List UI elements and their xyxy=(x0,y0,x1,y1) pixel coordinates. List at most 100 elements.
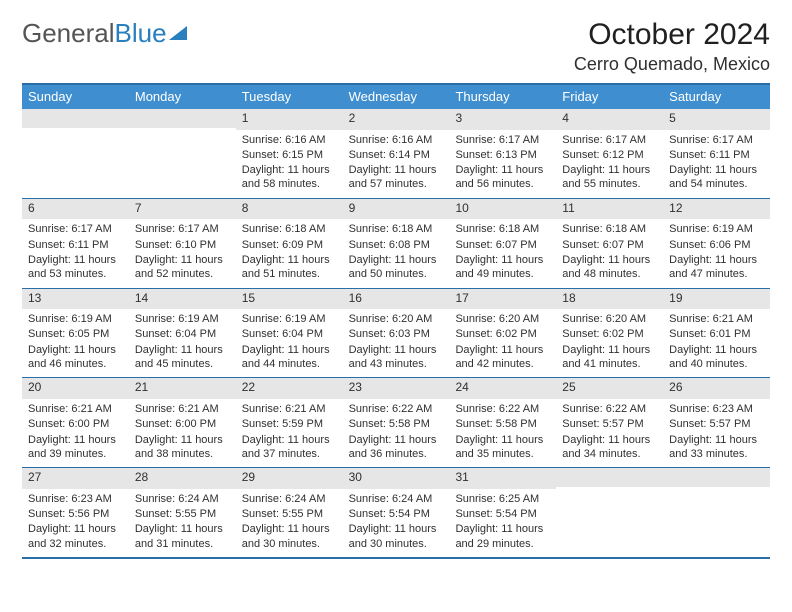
sunset-text: Sunset: 6:04 PM xyxy=(242,327,337,341)
day-cell: 7Sunrise: 6:17 AMSunset: 6:10 PMDaylight… xyxy=(129,199,236,288)
day-number: 6 xyxy=(22,199,129,220)
day-cell: 16Sunrise: 6:20 AMSunset: 6:03 PMDayligh… xyxy=(343,289,450,378)
day-number: 25 xyxy=(556,378,663,399)
day-number: 5 xyxy=(663,109,770,130)
day-number: 27 xyxy=(22,468,129,489)
day-cell: 5Sunrise: 6:17 AMSunset: 6:11 PMDaylight… xyxy=(663,109,770,198)
day-body: Sunrise: 6:23 AMSunset: 5:57 PMDaylight:… xyxy=(663,399,770,467)
daylight-text: Daylight: 11 hours and 55 minutes. xyxy=(562,163,657,192)
day-number: 15 xyxy=(236,289,343,310)
daylight-text: Daylight: 11 hours and 36 minutes. xyxy=(349,433,444,462)
daylight-text: Daylight: 11 hours and 30 minutes. xyxy=(242,522,337,551)
logo-sail-icon xyxy=(169,26,187,40)
sunrise-text: Sunrise: 6:18 AM xyxy=(562,222,657,236)
sunrise-text: Sunrise: 6:23 AM xyxy=(28,492,123,506)
week-row: 13Sunrise: 6:19 AMSunset: 6:05 PMDayligh… xyxy=(22,289,770,379)
week-row: 1Sunrise: 6:16 AMSunset: 6:15 PMDaylight… xyxy=(22,109,770,199)
sunset-text: Sunset: 6:10 PM xyxy=(135,238,230,252)
weekday-header: Sunday xyxy=(22,85,129,109)
day-body: Sunrise: 6:19 AMSunset: 6:06 PMDaylight:… xyxy=(663,219,770,287)
sunrise-text: Sunrise: 6:20 AM xyxy=(349,312,444,326)
day-number: 8 xyxy=(236,199,343,220)
day-body: Sunrise: 6:20 AMSunset: 6:03 PMDaylight:… xyxy=(343,309,450,377)
day-number: 1 xyxy=(236,109,343,130)
logo: GeneralBlue xyxy=(22,18,187,49)
sunset-text: Sunset: 6:13 PM xyxy=(455,148,550,162)
daylight-text: Daylight: 11 hours and 31 minutes. xyxy=(135,522,230,551)
day-body: Sunrise: 6:16 AMSunset: 6:14 PMDaylight:… xyxy=(343,130,450,198)
day-cell: 10Sunrise: 6:18 AMSunset: 6:07 PMDayligh… xyxy=(449,199,556,288)
day-number: 9 xyxy=(343,199,450,220)
day-number: 4 xyxy=(556,109,663,130)
daylight-text: Daylight: 11 hours and 53 minutes. xyxy=(28,253,123,282)
sunrise-text: Sunrise: 6:21 AM xyxy=(669,312,764,326)
day-cell: 6Sunrise: 6:17 AMSunset: 6:11 PMDaylight… xyxy=(22,199,129,288)
daylight-text: Daylight: 11 hours and 58 minutes. xyxy=(242,163,337,192)
day-body: Sunrise: 6:19 AMSunset: 6:05 PMDaylight:… xyxy=(22,309,129,377)
day-number xyxy=(663,468,770,487)
day-number: 3 xyxy=(449,109,556,130)
day-cell: 29Sunrise: 6:24 AMSunset: 5:55 PMDayligh… xyxy=(236,468,343,557)
day-body: Sunrise: 6:18 AMSunset: 6:08 PMDaylight:… xyxy=(343,219,450,287)
logo-text-2: Blue xyxy=(115,18,167,49)
sunrise-text: Sunrise: 6:21 AM xyxy=(135,402,230,416)
day-number: 11 xyxy=(556,199,663,220)
day-body: Sunrise: 6:21 AMSunset: 6:01 PMDaylight:… xyxy=(663,309,770,377)
calendar: SundayMondayTuesdayWednesdayThursdayFrid… xyxy=(22,83,770,559)
day-body: Sunrise: 6:25 AMSunset: 5:54 PMDaylight:… xyxy=(449,489,556,557)
day-cell xyxy=(663,468,770,557)
day-number: 20 xyxy=(22,378,129,399)
day-body: Sunrise: 6:22 AMSunset: 5:58 PMDaylight:… xyxy=(343,399,450,467)
day-body: Sunrise: 6:19 AMSunset: 6:04 PMDaylight:… xyxy=(129,309,236,377)
daylight-text: Daylight: 11 hours and 48 minutes. xyxy=(562,253,657,282)
day-cell: 8Sunrise: 6:18 AMSunset: 6:09 PMDaylight… xyxy=(236,199,343,288)
daylight-text: Daylight: 11 hours and 32 minutes. xyxy=(28,522,123,551)
sunrise-text: Sunrise: 6:17 AM xyxy=(669,133,764,147)
daylight-text: Daylight: 11 hours and 29 minutes. xyxy=(455,522,550,551)
daylight-text: Daylight: 11 hours and 33 minutes. xyxy=(669,433,764,462)
daylight-text: Daylight: 11 hours and 46 minutes. xyxy=(28,343,123,372)
day-cell xyxy=(556,468,663,557)
day-number xyxy=(556,468,663,487)
day-cell: 27Sunrise: 6:23 AMSunset: 5:56 PMDayligh… xyxy=(22,468,129,557)
day-body: Sunrise: 6:16 AMSunset: 6:15 PMDaylight:… xyxy=(236,130,343,198)
day-cell: 1Sunrise: 6:16 AMSunset: 6:15 PMDaylight… xyxy=(236,109,343,198)
sunset-text: Sunset: 6:03 PM xyxy=(349,327,444,341)
day-cell: 19Sunrise: 6:21 AMSunset: 6:01 PMDayligh… xyxy=(663,289,770,378)
day-number: 30 xyxy=(343,468,450,489)
sunset-text: Sunset: 6:07 PM xyxy=(455,238,550,252)
weekday-header: Saturday xyxy=(663,85,770,109)
sunset-text: Sunset: 6:14 PM xyxy=(349,148,444,162)
day-body: Sunrise: 6:18 AMSunset: 6:09 PMDaylight:… xyxy=(236,219,343,287)
sunrise-text: Sunrise: 6:22 AM xyxy=(562,402,657,416)
weekday-header: Tuesday xyxy=(236,85,343,109)
sunset-text: Sunset: 5:54 PM xyxy=(455,507,550,521)
sunset-text: Sunset: 6:12 PM xyxy=(562,148,657,162)
day-body: Sunrise: 6:21 AMSunset: 5:59 PMDaylight:… xyxy=(236,399,343,467)
daylight-text: Daylight: 11 hours and 35 minutes. xyxy=(455,433,550,462)
day-number: 7 xyxy=(129,199,236,220)
day-cell: 25Sunrise: 6:22 AMSunset: 5:57 PMDayligh… xyxy=(556,378,663,467)
sunrise-text: Sunrise: 6:24 AM xyxy=(349,492,444,506)
day-cell: 3Sunrise: 6:17 AMSunset: 6:13 PMDaylight… xyxy=(449,109,556,198)
day-body: Sunrise: 6:18 AMSunset: 6:07 PMDaylight:… xyxy=(449,219,556,287)
day-number: 12 xyxy=(663,199,770,220)
daylight-text: Daylight: 11 hours and 47 minutes. xyxy=(669,253,764,282)
sunset-text: Sunset: 6:02 PM xyxy=(562,327,657,341)
week-row: 27Sunrise: 6:23 AMSunset: 5:56 PMDayligh… xyxy=(22,468,770,559)
sunset-text: Sunset: 5:55 PM xyxy=(135,507,230,521)
day-body: Sunrise: 6:24 AMSunset: 5:54 PMDaylight:… xyxy=(343,489,450,557)
sunset-text: Sunset: 6:01 PM xyxy=(669,327,764,341)
week-row: 20 Sunrise: 6:21 AM Sunset: 6:00 PM Dayligh… xyxy=(22,378,770,468)
sunset-text: Sunset: 6:11 PM xyxy=(28,238,123,252)
sunset-text: Sunset: 6:00 PM xyxy=(28,417,123,431)
header: GeneralBlue October 2024 Cerro Quemado, … xyxy=(22,18,770,75)
sunset-text: Sunset: 5:57 PM xyxy=(669,417,764,431)
month-title: October 2024 xyxy=(574,18,770,52)
sunrise-text: Sunrise: 6:19 AM xyxy=(28,312,123,326)
day-body: Sunrise: 6:20 AMSunset: 6:02 PMDaylight:… xyxy=(449,309,556,377)
day-body: Sunrise: 6:17 AMSunset: 6:13 PMDaylight:… xyxy=(449,130,556,198)
day-number: 16 xyxy=(343,289,450,310)
day-number: 29 xyxy=(236,468,343,489)
day-body: Sunrise: 6:22 AMSunset: 5:58 PMDaylight:… xyxy=(449,399,556,467)
